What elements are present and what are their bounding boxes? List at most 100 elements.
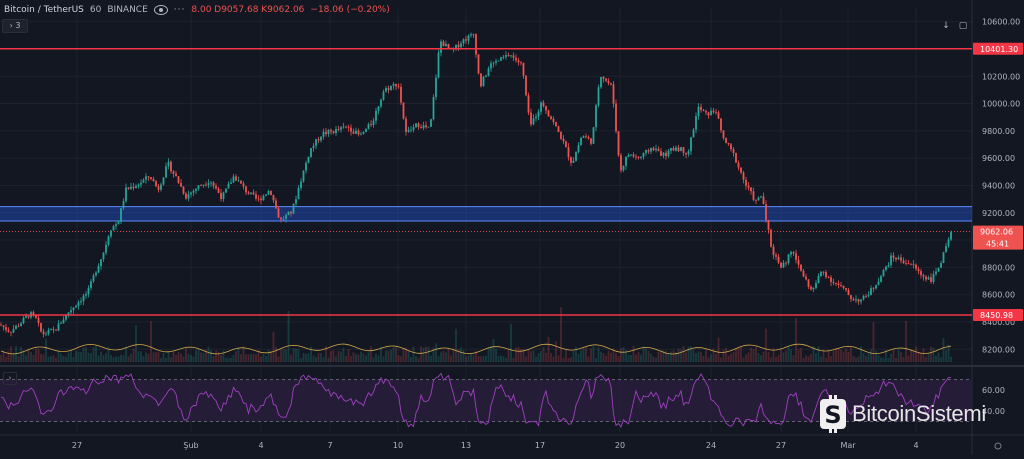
- candle-body: [700, 106, 702, 111]
- candle-body: [870, 288, 872, 296]
- volume-bar: [695, 353, 697, 362]
- candle-body: [227, 183, 230, 189]
- candle-body: [237, 180, 240, 182]
- volume-bar: [410, 357, 412, 362]
- volume-bar: [817, 346, 820, 362]
- candle-body: [125, 187, 127, 202]
- candle-body: [367, 124, 370, 129]
- candle-body: [57, 323, 60, 331]
- candle-body: [192, 190, 195, 193]
- volume-bar: [255, 354, 257, 362]
- candle-body: [305, 162, 307, 171]
- candle-body: [295, 199, 297, 204]
- countdown-tag: 45:41: [986, 240, 1009, 249]
- candle-body: [175, 173, 177, 177]
- volume-bar: [530, 351, 532, 362]
- candle-body: [540, 102, 542, 112]
- candle-body: [422, 125, 425, 128]
- volume-bar: [857, 356, 860, 362]
- volume-bar: [737, 347, 740, 362]
- candle-body: [622, 165, 625, 171]
- rsi-collapse-icon[interactable]: ›: [3, 372, 17, 385]
- candle-body: [90, 281, 92, 288]
- candle-body: [347, 126, 350, 128]
- volume-bar: [602, 353, 605, 362]
- candle-body: [587, 136, 590, 139]
- volume-bar: [350, 355, 352, 362]
- indicator-collapse-button[interactable]: › 3: [2, 19, 28, 33]
- candle-body: [837, 283, 840, 286]
- candle-body: [775, 255, 777, 257]
- candle-body: [715, 112, 717, 114]
- volume-bar: [517, 346, 520, 362]
- volume-bar: [377, 355, 380, 362]
- volume-bar: [480, 356, 482, 362]
- candle-body: [215, 185, 217, 189]
- volume-bar: [562, 357, 565, 362]
- legend-change: −18.06 (−0.20%): [310, 5, 390, 15]
- candle-body: [692, 129, 695, 138]
- candle-body: [287, 211, 290, 215]
- candle-body: [67, 312, 70, 315]
- volume-bar: [260, 356, 262, 362]
- candle-body: [680, 147, 682, 152]
- eye-icon[interactable]: [153, 5, 168, 15]
- volume-bar: [442, 351, 445, 362]
- volume-bar: [235, 351, 237, 362]
- candle-body: [905, 263, 907, 264]
- volume-bar: [760, 355, 762, 362]
- volume-bar: [635, 354, 637, 362]
- volume-bar: [702, 356, 705, 362]
- volume-bar: [170, 357, 172, 362]
- volume-bar: [632, 346, 635, 362]
- candle-body: [785, 262, 787, 264]
- candle-body: [405, 118, 407, 132]
- volume-bar: [42, 354, 45, 362]
- volume-bar: [167, 351, 170, 362]
- candle-body: [320, 136, 322, 141]
- volume-bar: [722, 349, 725, 362]
- volume-bar: [897, 349, 900, 362]
- candle-body: [332, 131, 335, 134]
- volume-bar: [830, 356, 832, 362]
- volume-bar: [925, 356, 927, 362]
- candle-body: [372, 120, 375, 126]
- candle-body: [862, 296, 865, 300]
- volume-bar: [332, 350, 335, 362]
- candle-body: [307, 156, 310, 163]
- candle-body: [105, 244, 107, 253]
- volume-bar: [370, 346, 372, 362]
- candle-body: [632, 154, 635, 157]
- volume-bar: [72, 357, 75, 362]
- candle-body: [812, 287, 815, 290]
- candle-body: [155, 181, 157, 187]
- volume-bar: [675, 352, 677, 362]
- volume-bar: [262, 353, 265, 362]
- volume-bar: [740, 346, 742, 362]
- volume-bar: [837, 348, 840, 362]
- legend-interval[interactable]: 60: [89, 5, 102, 15]
- last-price-tag-bg: [973, 225, 1023, 250]
- volume-bar: [212, 355, 215, 362]
- candle-body: [787, 254, 790, 264]
- volume-bar: [90, 353, 92, 362]
- volume-ma-line: [0, 343, 952, 355]
- more-dots-icon[interactable]: ···: [173, 5, 186, 15]
- candle-body: [107, 236, 110, 245]
- legend-symbol[interactable]: Bitcoin / TetherUS: [4, 5, 84, 15]
- candle-body: [382, 91, 385, 100]
- candle-body: [815, 283, 817, 288]
- maximize-icon[interactable]: ▢: [958, 21, 968, 31]
- candle-body: [362, 132, 365, 134]
- settings-gear-icon[interactable]: [994, 442, 1002, 450]
- rsi-axis: 60.00 40.00: [982, 386, 1005, 416]
- candle-body: [917, 268, 920, 272]
- candle-body: [97, 266, 100, 273]
- price-tick-label: 9600.00: [982, 154, 1015, 163]
- arrow-down-icon[interactable]: ↓: [942, 21, 950, 31]
- candle-body: [842, 285, 845, 289]
- volume-bar: [647, 350, 650, 362]
- volume-bar: [172, 350, 175, 362]
